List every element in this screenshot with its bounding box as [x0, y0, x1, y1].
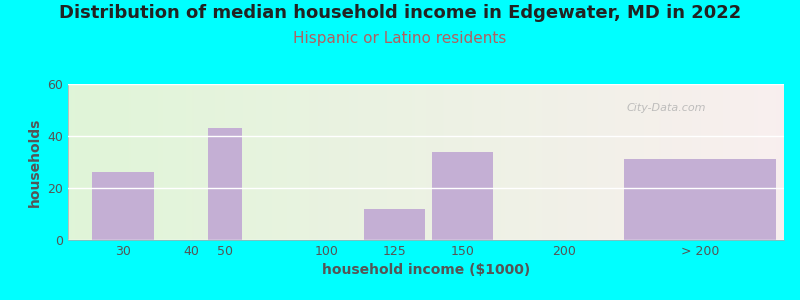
Bar — [364, 209, 425, 240]
Text: Hispanic or Latino residents: Hispanic or Latino residents — [294, 32, 506, 46]
Text: Distribution of median household income in Edgewater, MD in 2022: Distribution of median household income … — [59, 4, 741, 22]
Bar — [93, 172, 154, 240]
Bar — [208, 128, 242, 240]
Bar — [432, 152, 493, 240]
Y-axis label: households: households — [28, 117, 42, 207]
X-axis label: household income ($1000): household income ($1000) — [322, 263, 530, 278]
Text: City-Data.com: City-Data.com — [626, 103, 706, 113]
Bar — [624, 159, 776, 240]
